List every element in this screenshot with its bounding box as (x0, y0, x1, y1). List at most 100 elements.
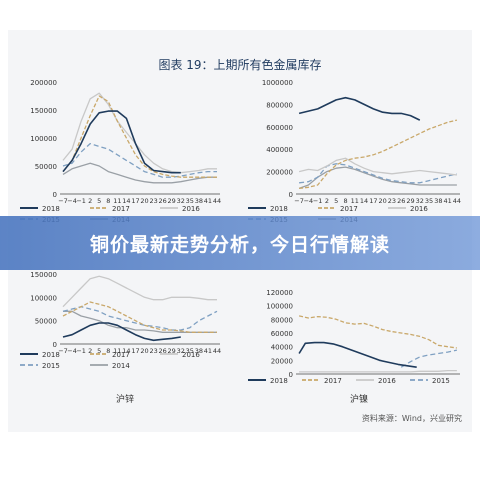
x-tick-label: 2 (325, 197, 329, 205)
legend-label-2015: 2015 (42, 362, 60, 370)
x-tick-label: 17 (131, 197, 139, 205)
y-tick-label: 0 (53, 341, 57, 349)
legend-label-2014: 2014 (112, 362, 130, 370)
y-tick-label: 150000 (30, 271, 57, 279)
x-tick-label: 41 (204, 197, 212, 205)
figure-title: 图表 19：上期所有色金属库存 (158, 58, 322, 72)
source-note: 资料来源：Wind，兴业研究 (361, 414, 462, 423)
y-tick-label: 600000 (266, 124, 293, 132)
legend-label-2015: 2015 (432, 377, 450, 385)
y-tick-label: 0 (289, 371, 293, 379)
chart-nickel-inventory: 0 20000 40000 60000 80000 100000 120000 2018 201… (248, 289, 460, 385)
x-tick-label: 35 (186, 347, 194, 355)
x-tick-label: 14 (360, 197, 368, 205)
x-tick-label: 23 (388, 197, 396, 205)
x-tick-label: −7 (58, 197, 68, 205)
legend-label-2016: 2016 (182, 205, 200, 213)
y-tick-label: 0 (53, 191, 57, 199)
x-tick-label: 44 (213, 197, 221, 205)
x-tick-label: 20 (140, 197, 148, 205)
series-line-2017 (62, 95, 217, 178)
series-line-2018 (298, 96, 421, 121)
x-tick-label: 5 (97, 347, 101, 355)
x-tick-label: 8 (106, 347, 110, 355)
x-tick-label: 8 (343, 197, 347, 205)
x-tick-label: 32 (177, 347, 185, 355)
x-tick-label: 23 (149, 197, 157, 205)
series-line-2016 (298, 157, 457, 176)
series-line-2018 (298, 341, 417, 368)
y-tick-label: 100000 (266, 303, 293, 311)
y-tick-label: 50000 (35, 318, 57, 326)
x-tick-label: 41 (204, 347, 212, 355)
y-tick-label: 200000 (266, 169, 293, 177)
legend-label-2016: 2016 (410, 205, 428, 213)
series-line-2015 (299, 163, 458, 184)
x-tick-label: 14 (122, 197, 130, 205)
y-tick-label: 60000 (271, 330, 293, 338)
x-tick-label: 23 (149, 347, 157, 355)
x-tick-label: 20 (379, 197, 387, 205)
x-tick-label: 29 (168, 197, 176, 205)
legend-label-2017: 2017 (324, 377, 342, 385)
y-tick-label: 1000000 (262, 79, 293, 87)
legend-label-2016: 2016 (378, 377, 396, 385)
series-line-2018 (62, 322, 181, 342)
legend-label-2017: 2017 (340, 205, 358, 213)
headline-text: 铜价最新走势分析，今日行情解读 (89, 233, 390, 256)
series-line-2016 (62, 92, 217, 174)
x-tick-label: 32 (177, 197, 185, 205)
headline-banner: 铜价最新走势分析，今日行情解读 (0, 216, 480, 270)
series-line-2016 (62, 275, 217, 308)
chart-panel-aluminum: 0 200000 400000 600000 800000 1000000 −7 −4 −1 2 5… (244, 76, 466, 226)
x-tick-label: −7 (294, 197, 304, 205)
chart-aluminum-inventory: 0 200000 400000 600000 800000 1000000 −7 −4 −1 2 5… (248, 79, 461, 224)
series-line-2014 (62, 162, 217, 184)
series-line-2015 (62, 142, 217, 178)
x-tick-label: 35 (186, 197, 194, 205)
x-tick-label: 2 (88, 347, 92, 355)
series-line-2015 (62, 306, 218, 331)
y-tick-label: 120000 (266, 289, 293, 297)
y-tick-label: 80000 (271, 316, 293, 324)
x-tick-label: 35 (425, 197, 433, 205)
x-tick-label: 8 (106, 197, 110, 205)
series-line-2017 (298, 315, 457, 349)
x-tick-label: −1 (76, 347, 86, 355)
x-tick-label: 20 (140, 347, 148, 355)
chart-panel-nickel: 0 20000 40000 60000 80000 100000 120000 2018 201… (244, 240, 466, 405)
x-tick-label: 2 (88, 197, 92, 205)
x-tick-label: 38 (195, 197, 203, 205)
x-tick-label: −4 (67, 347, 77, 355)
x-tick-label: 38 (195, 347, 203, 355)
y-tick-label: 40000 (271, 344, 293, 352)
legend-label-2018: 2018 (270, 377, 288, 385)
x-tick-label: 5 (334, 197, 338, 205)
x-tick-label: 26 (159, 347, 167, 355)
x-tick-label: −1 (76, 197, 86, 205)
x-tick-label: 41 (443, 197, 451, 205)
y-tick-label: 100000 (30, 135, 57, 143)
y-tick-label: 100000 (30, 294, 57, 302)
legend-label-2017: 2017 (112, 205, 130, 213)
x-tick-label: 26 (397, 197, 405, 205)
legend-label-2018: 2018 (42, 351, 60, 359)
series-line-2014 (63, 310, 217, 333)
x-tick-label: 32 (416, 197, 424, 205)
x-tick-label: 44 (213, 347, 221, 355)
series-line-2014 (298, 166, 457, 190)
legend-label-2017: 2017 (112, 351, 130, 359)
x-tick-label: 29 (406, 197, 414, 205)
series-line-2015 (400, 349, 458, 368)
y-tick-label: 0 (289, 191, 293, 199)
series-line-2017 (299, 119, 458, 190)
x-tick-label: 5 (97, 197, 101, 205)
series-line-2016 (299, 369, 457, 373)
panel-caption-nickel: 沪镍 (350, 395, 369, 405)
x-tick-label: 38 (434, 197, 442, 205)
x-tick-label: 44 (453, 197, 461, 205)
y-tick-label: 50000 (35, 163, 57, 171)
legend-label-2018: 2018 (270, 205, 288, 213)
y-tick-label: 20000 (271, 357, 293, 365)
